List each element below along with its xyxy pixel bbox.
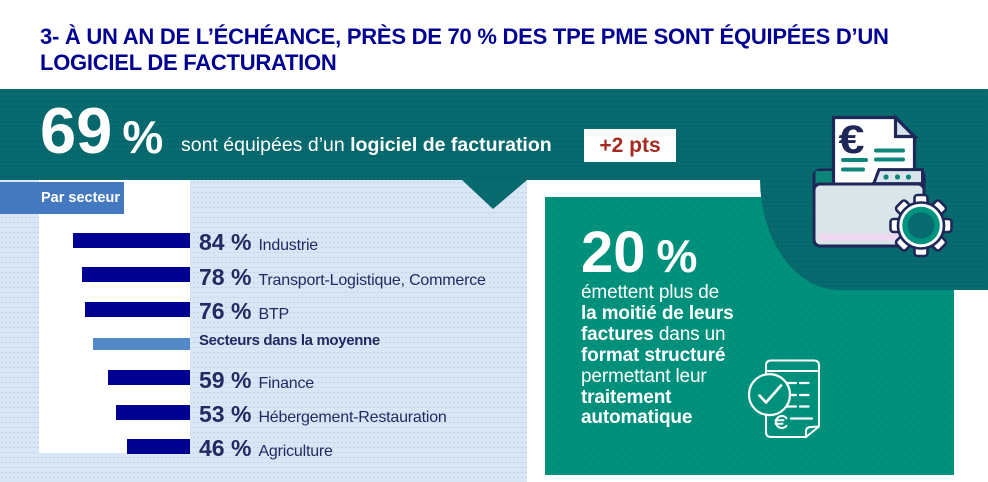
svg-text:€: € (839, 118, 865, 162)
